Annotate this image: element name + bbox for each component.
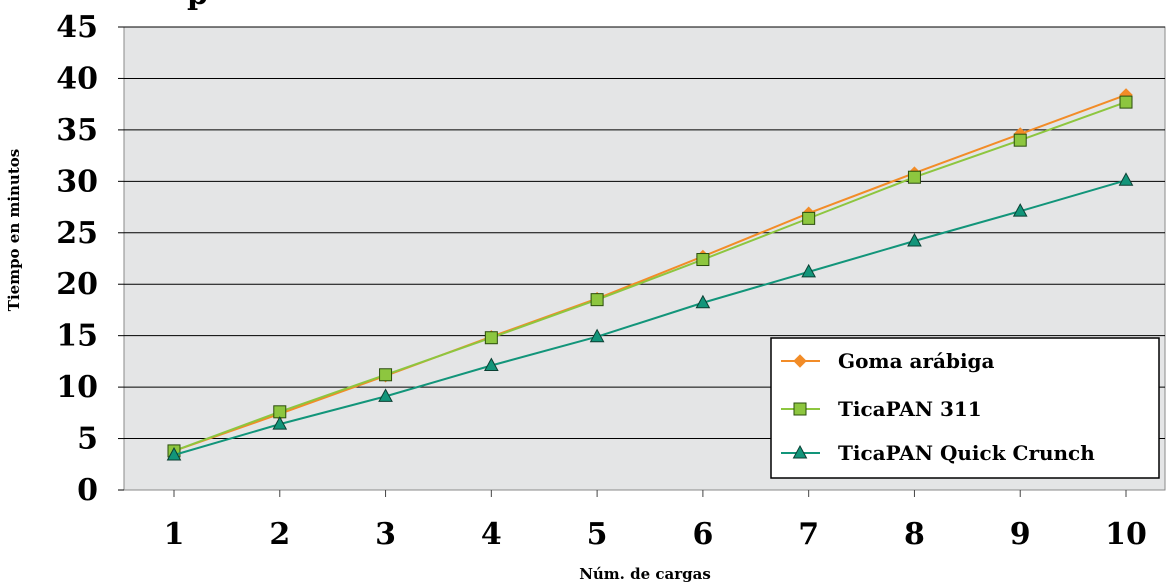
x-tick-label: 6 xyxy=(692,517,713,552)
data-point xyxy=(907,232,922,247)
y-tick-label: 5 xyxy=(77,422,98,457)
data-point xyxy=(378,388,393,402)
legend-item: TicaPAN 311 xyxy=(781,397,982,421)
legend-marker xyxy=(793,402,807,416)
y-tick-label: 40 xyxy=(56,61,98,96)
data-point xyxy=(802,211,816,225)
y-tick-label: 15 xyxy=(56,319,98,354)
legend-label: Goma arábiga xyxy=(838,349,995,373)
series-line xyxy=(173,93,1127,452)
legend-label: TicaPAN 311 xyxy=(838,397,982,421)
x-tick-label: 3 xyxy=(375,517,396,552)
legend-box xyxy=(770,337,1160,479)
y-tick-label: 20 xyxy=(56,267,98,302)
legend: Goma arábiga TicaPAN 311 TicaPAN Quick Cru… xyxy=(770,337,1160,479)
y-axis-label: Tiempo en minutos xyxy=(5,149,23,311)
legend-label: TicaPAN Quick Crunch xyxy=(838,441,1095,465)
x-tick-label: 9 xyxy=(1010,517,1031,552)
chart-title: p xyxy=(187,0,208,12)
data-point xyxy=(696,253,710,267)
x-tick-label: 5 xyxy=(587,517,608,552)
x-tick-label: 4 xyxy=(481,517,502,552)
x-tick-label: 1 xyxy=(164,517,185,552)
data-point xyxy=(590,293,604,307)
x-tick-label: 10 xyxy=(1105,517,1147,552)
data-point xyxy=(589,328,605,343)
data-point xyxy=(273,405,287,419)
data-point xyxy=(907,170,921,184)
data-point xyxy=(483,357,499,372)
series-2 xyxy=(167,95,1133,458)
data-point xyxy=(379,368,393,382)
y-tick-label: 30 xyxy=(56,164,98,199)
x-tick-label: 7 xyxy=(798,517,819,552)
legend-marker xyxy=(793,354,807,368)
legend-item: Goma arábiga xyxy=(781,349,995,373)
y-tick-label: 25 xyxy=(56,216,98,251)
series-line xyxy=(173,179,1127,456)
series-3 xyxy=(166,172,1134,461)
data-point xyxy=(1118,172,1134,186)
data-point xyxy=(695,294,711,309)
data-point xyxy=(1013,133,1027,147)
data-point xyxy=(1012,203,1028,217)
series-group xyxy=(166,88,1134,461)
x-tick-label: 8 xyxy=(904,517,925,552)
y-axis-ticks: 0 5 10 15 20 25 30 35 40 45 xyxy=(56,10,124,508)
y-tick-label: 35 xyxy=(56,113,98,148)
data-point xyxy=(166,446,182,461)
y-tick-label: 10 xyxy=(56,370,98,405)
legend-item: TicaPAN Quick Crunch xyxy=(781,441,1095,465)
x-tick-label: 2 xyxy=(269,517,290,552)
x-axis-ticks: 1 2 3 4 5 6 7 8 9 10 xyxy=(164,490,1147,552)
data-point xyxy=(272,416,288,430)
y-tick-label: 45 xyxy=(56,10,98,45)
series-line xyxy=(173,101,1127,452)
y-tick-label: 0 xyxy=(77,473,98,508)
legend-marker xyxy=(792,444,808,459)
x-axis-label: Núm. de cargas xyxy=(579,565,711,583)
data-point xyxy=(1119,95,1133,109)
data-point xyxy=(484,331,498,345)
data-point xyxy=(801,263,817,278)
